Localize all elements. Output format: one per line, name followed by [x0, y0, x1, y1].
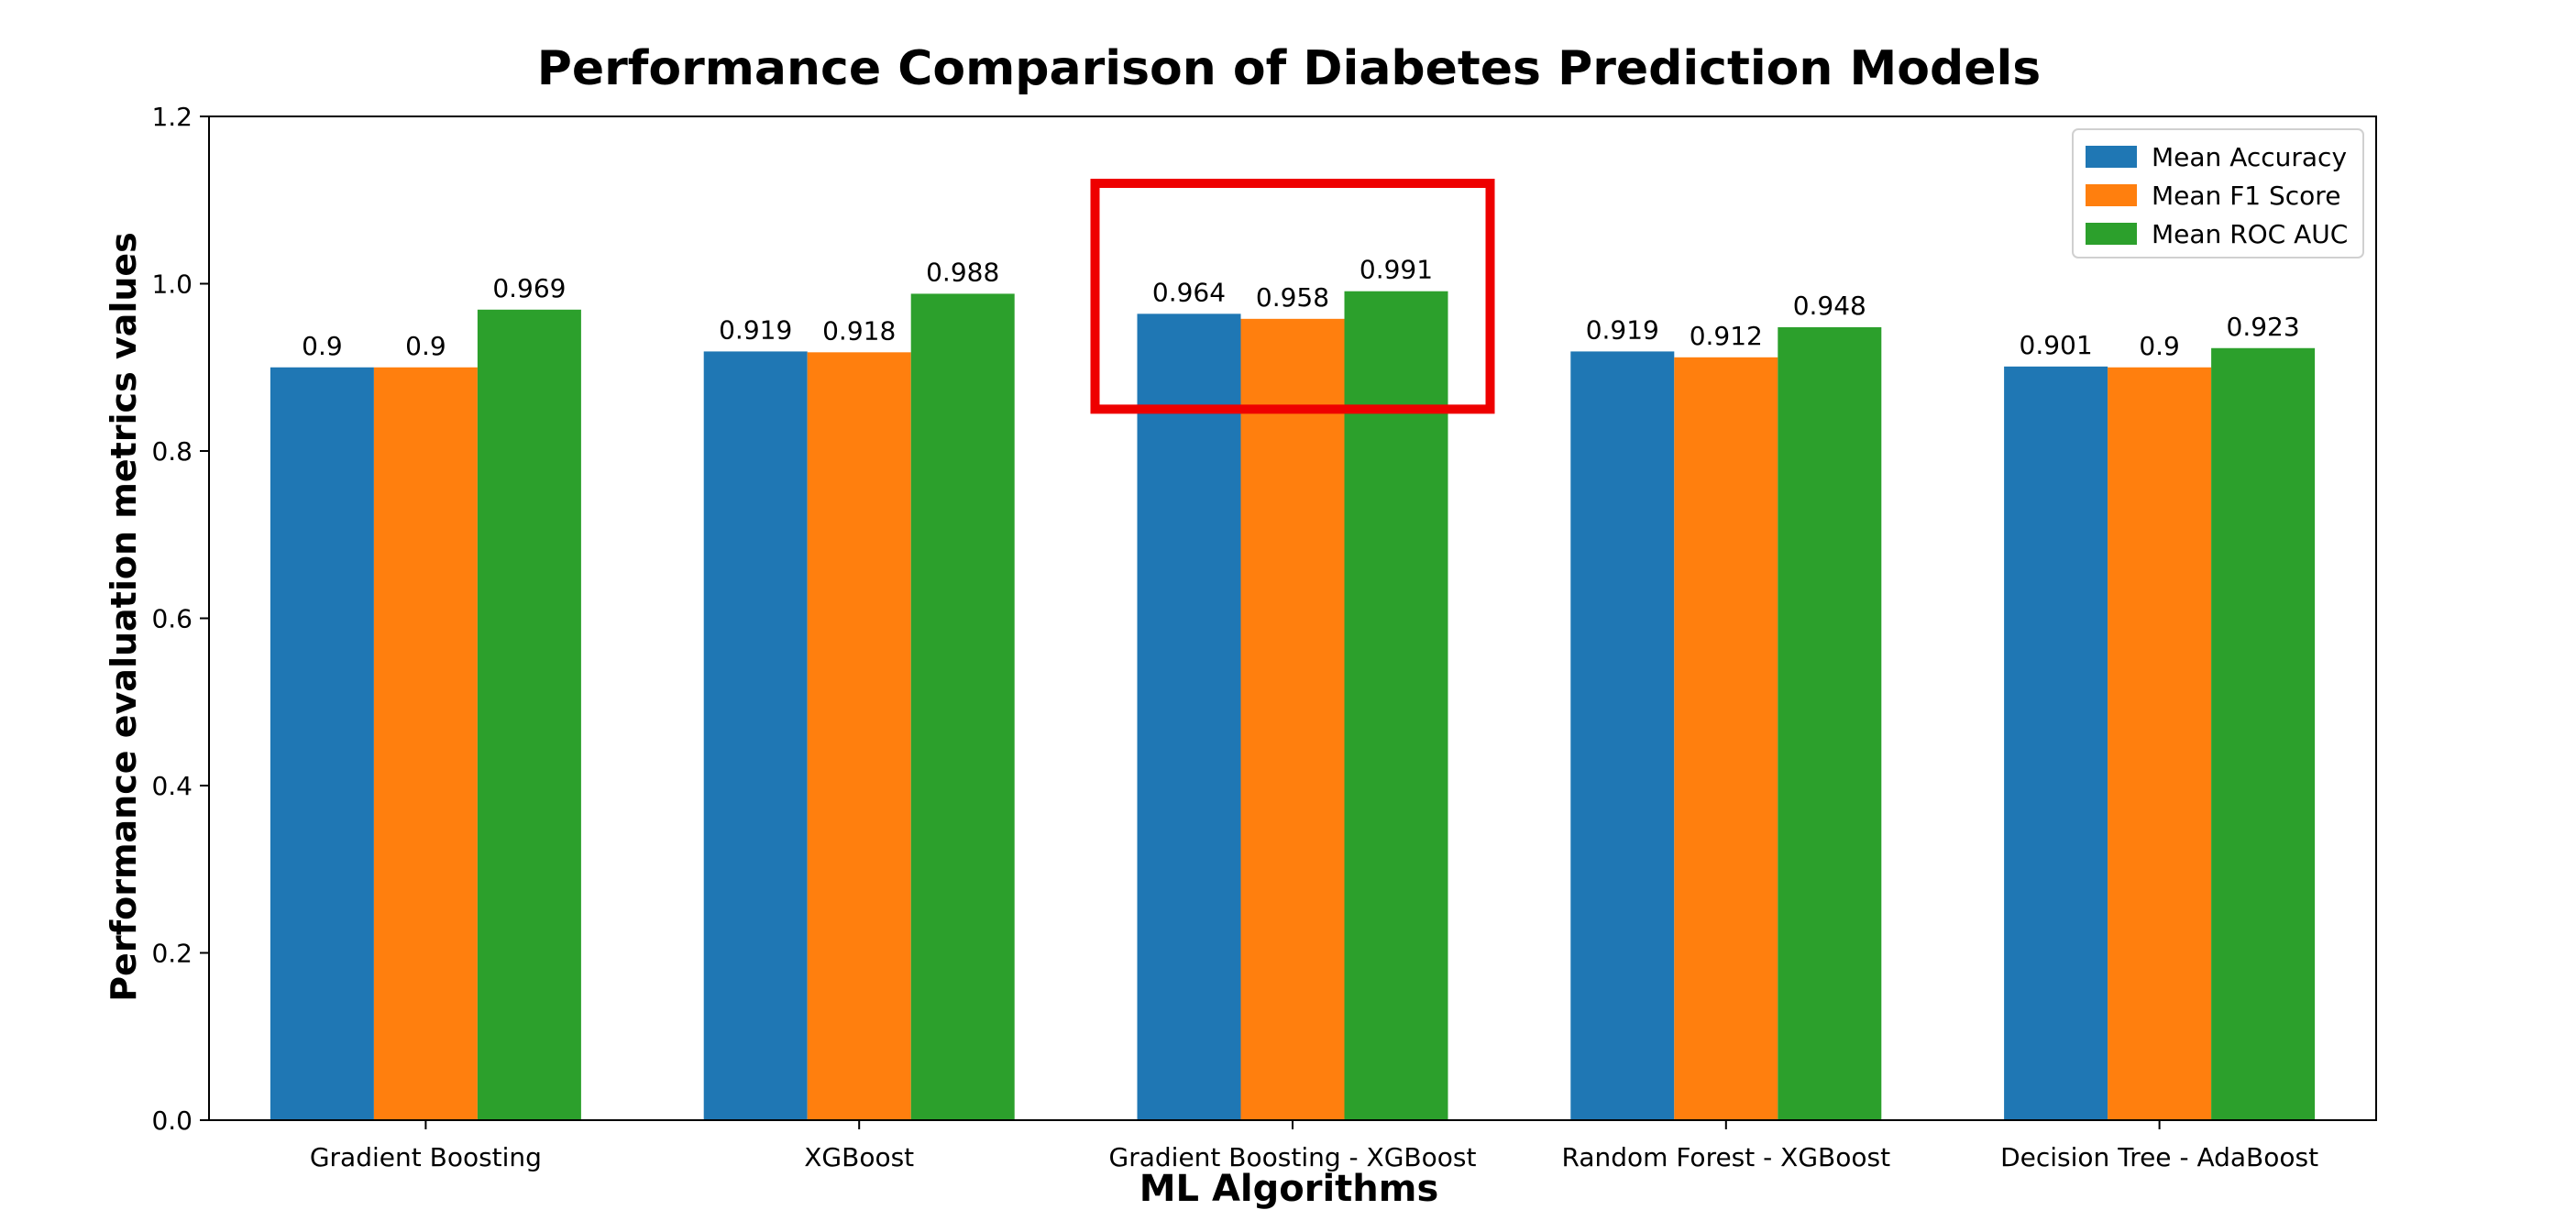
- legend-label: Mean Accuracy: [2152, 142, 2347, 172]
- y-tick-label: 1.2: [151, 102, 193, 132]
- legend-label: Mean ROC AUC: [2152, 219, 2348, 249]
- bar-mean-f1-score-3: [1674, 357, 1778, 1120]
- legend-swatch: [2086, 223, 2137, 245]
- bar-value-label: 0.919: [1586, 314, 1659, 345]
- bar-value-label: 0.948: [1793, 291, 1866, 321]
- legend-swatch: [2086, 146, 2137, 168]
- y-tick-label: 0.6: [151, 604, 193, 634]
- bar-mean-roc-auc-2: [1344, 291, 1448, 1120]
- axes-frame: [208, 116, 2377, 1121]
- bar-mean-f1-score-1: [807, 352, 911, 1120]
- bar-value-label: 0.919: [719, 314, 792, 345]
- y-tick-label: 0.2: [151, 939, 193, 969]
- x-tick-label: Gradient Boosting - XGBoost: [1109, 1142, 1477, 1172]
- highlight-box: [1090, 179, 1495, 414]
- legend-swatch: [2086, 184, 2137, 206]
- y-tick-label: 0.4: [151, 771, 193, 801]
- y-tick-label: 1.0: [151, 270, 193, 300]
- chart-title: Performance Comparison of Diabetes Predi…: [537, 41, 2042, 96]
- bar-value-label: 0.964: [1152, 277, 1226, 307]
- plot-area: 0.9 0.9 0.969 Gradient Boosting 0.919 0.918 0.…: [151, 102, 2377, 1172]
- y-tick-label: 0.8: [151, 436, 193, 467]
- x-tick-label: Random Forest - XGBoost: [1562, 1142, 1891, 1172]
- x-tick-label: Decision Tree - AdaBoost: [2000, 1142, 2318, 1172]
- bar-value-label: 0.9: [302, 331, 343, 361]
- bar-mean-accuracy-1: [703, 351, 808, 1121]
- bar-mean-accuracy-3: [1570, 351, 1675, 1121]
- legend: Mean Accuracy Mean F1 Score Mean ROC AUC: [2072, 128, 2364, 258]
- bar-mean-roc-auc-0: [477, 309, 581, 1121]
- x-tick-label: XGBoost: [804, 1142, 914, 1172]
- bar-value-label: 0.918: [822, 315, 896, 346]
- bar-mean-roc-auc-4: [2211, 347, 2316, 1120]
- bar-value-label: 0.901: [2020, 330, 2093, 360]
- bar-value-label: 0.991: [1360, 255, 1433, 285]
- bar-mean-f1-score-2: [1240, 318, 1345, 1120]
- y-tick-label: 0.0: [151, 1106, 193, 1136]
- x-tick-label: Gradient Boosting: [310, 1142, 542, 1172]
- x-axis-label: ML Algorithms: [1139, 1168, 1439, 1210]
- bar-mean-f1-score-0: [373, 367, 478, 1120]
- bar-value-label: 0.9: [2139, 331, 2180, 361]
- bar-mean-f1-score-4: [2108, 367, 2212, 1120]
- bar-value-label: 0.912: [1690, 321, 1763, 351]
- bar-mean-roc-auc-1: [910, 293, 1015, 1120]
- bar-value-label: 0.923: [2227, 312, 2300, 342]
- legend-label: Mean F1 Score: [2152, 181, 2340, 211]
- bar-mean-roc-auc-3: [1778, 326, 1882, 1120]
- legend-frame: [2072, 128, 2364, 258]
- bar-value-label: 0.9: [405, 331, 446, 361]
- bar-value-label: 0.958: [1256, 282, 1329, 313]
- bar-value-label: 0.969: [492, 273, 566, 303]
- y-axis-label: Performance evaluation metrics values: [104, 232, 144, 1002]
- bar-mean-accuracy-0: [270, 367, 374, 1120]
- bar-mean-accuracy-4: [2004, 366, 2108, 1120]
- bar-mean-accuracy-2: [1137, 314, 1241, 1121]
- bar-value-label: 0.988: [926, 257, 999, 287]
